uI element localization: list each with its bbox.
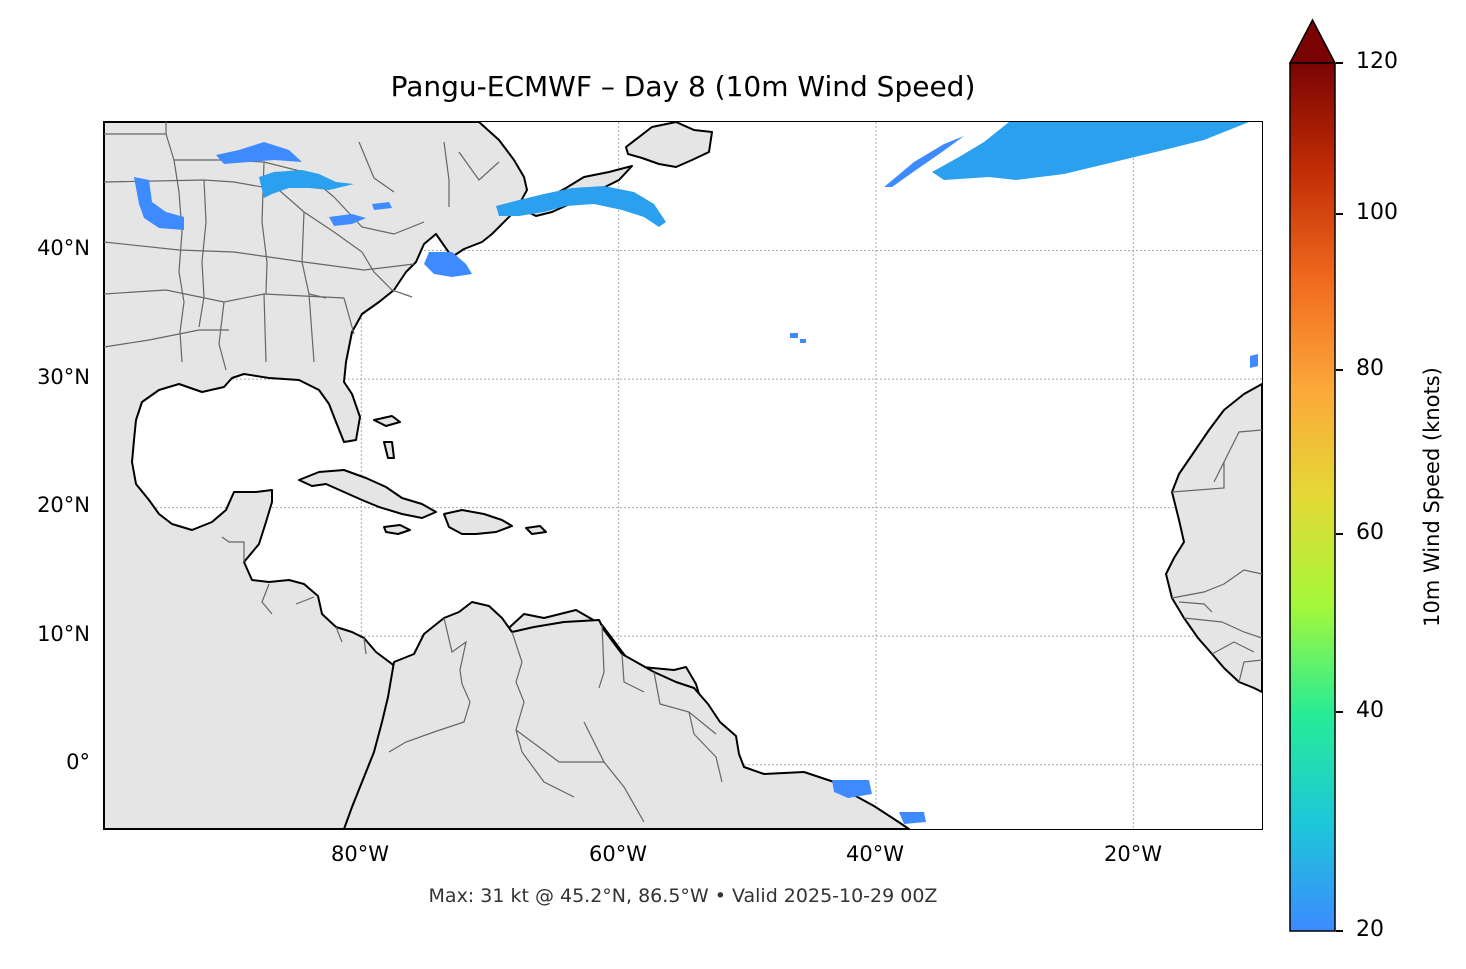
colorbar-title: 10m Wind Speed (knots): [1420, 367, 1444, 627]
wind-patch-great-lakes: [329, 202, 392, 226]
colorbar-tick: [1336, 369, 1343, 371]
puerto-rico-island: [525, 525, 547, 535]
colorbar-tick: [1336, 62, 1343, 64]
colorbar-tick: [1336, 711, 1343, 713]
colorbar-tick-label: 20: [1356, 917, 1384, 942]
lon-tick-label: 80°W: [331, 842, 389, 866]
colorbar-tick: [1336, 533, 1343, 535]
wind-patch-great-lakes: [216, 142, 302, 164]
lon-tick-label: 20°W: [1104, 842, 1162, 866]
map-panel[interactable]: [104, 122, 1262, 829]
map-canvas: [104, 122, 1262, 829]
wind-patch-great-lakes: [259, 170, 354, 198]
south-america-landmass: [343, 601, 910, 829]
colorbar-tick-label: 120: [1356, 49, 1398, 74]
lon-tick-label: 60°W: [589, 842, 647, 866]
wind-patch-great-lakes: [134, 177, 184, 230]
lat-tick-label: 30°N: [37, 365, 90, 389]
colorbar-tick-label: 80: [1356, 356, 1384, 381]
colorbar-tick-label: 40: [1356, 698, 1384, 723]
wind-patch-gulf-st-lawrence: [496, 186, 666, 227]
colorbar: [1289, 18, 1336, 932]
colorbar-tick-label: 60: [1356, 520, 1384, 545]
lat-tick-label: 0°: [66, 750, 90, 774]
cuba-island: [298, 469, 437, 519]
wind-patch-east-coast: [424, 252, 472, 277]
colorbar-tick: [1336, 213, 1343, 215]
map-footer-info: Max: 31 kt @ 45.2°N, 86.5°W • Valid 2025…: [428, 885, 938, 907]
wind-patch-north-atlantic: [884, 136, 964, 187]
wind-patch-north-atlantic: [932, 122, 1249, 180]
lat-tick-label: 10°N: [37, 622, 90, 646]
wind-patch-mid-atlantic: [790, 333, 806, 343]
bahamas-islands: [373, 415, 401, 459]
colorbar-gradient: [1289, 62, 1336, 932]
jamaica-island: [383, 524, 411, 535]
lat-tick-label: 40°N: [37, 236, 90, 260]
lat-tick-label: 20°N: [37, 493, 90, 517]
wind-speed-shading: [134, 122, 1258, 824]
borders-layer: [104, 122, 1262, 823]
africa-landmass: [1165, 383, 1262, 693]
land-layer: [104, 122, 1262, 829]
colorbar-extend-arrow: [1289, 18, 1336, 64]
map-title: Pangu-ECMWF – Day 8 (10m Wind Speed): [390, 70, 976, 103]
colorbar-tick-label: 100: [1356, 200, 1398, 225]
colorbar-tick: [1336, 930, 1343, 932]
lon-tick-label: 40°W: [846, 842, 904, 866]
wind-patch-canary: [1250, 354, 1258, 368]
hispaniola-island: [443, 509, 513, 535]
wind-patch-equatorial: [832, 780, 926, 824]
newfoundland-island: [625, 122, 713, 168]
